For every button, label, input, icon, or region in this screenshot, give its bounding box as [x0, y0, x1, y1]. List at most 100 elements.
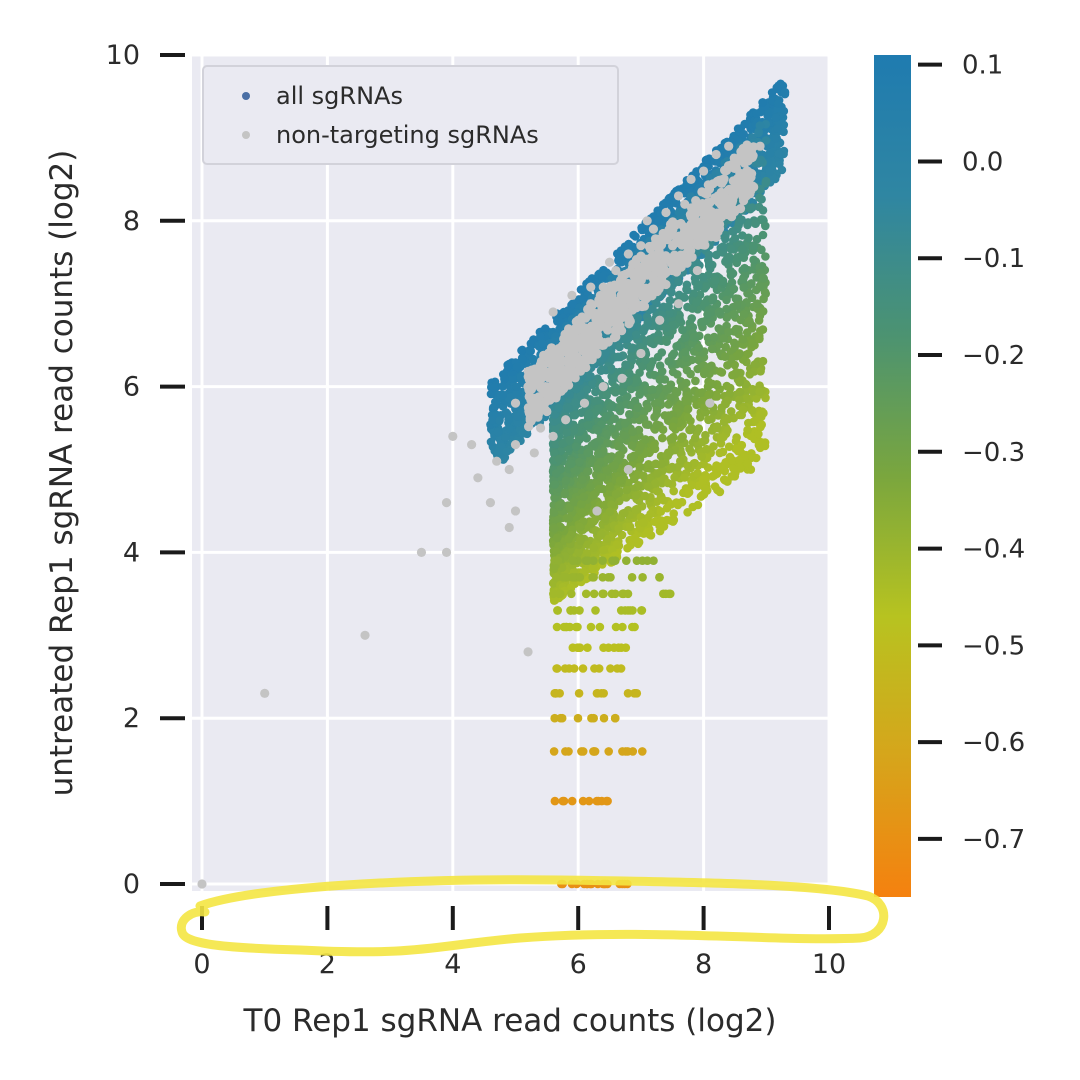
- point-all-sgrna: [744, 233, 753, 243]
- point-all-sgrna: [728, 227, 737, 236]
- point-all-sgrna: [758, 273, 768, 283]
- point-all-sgrna: [735, 387, 745, 397]
- point-non-targeting: [636, 348, 646, 359]
- point-all-sgrna: [722, 304, 731, 314]
- point-all-sgrna: [561, 476, 571, 485]
- point-all-sgrna: [754, 429, 763, 439]
- point-all-sgrna: [600, 514, 610, 523]
- point-all-sgrna: [674, 208, 684, 217]
- point-all-sgrna: [683, 461, 693, 471]
- point-non-targeting: [448, 431, 458, 441]
- point-all-sgrna: [599, 365, 609, 375]
- point-all-sgrna: [643, 556, 652, 565]
- point-all-sgrna: [505, 424, 514, 434]
- point-non-targeting: [529, 448, 539, 458]
- point-all-sgrna: [558, 796, 568, 806]
- point-all-sgrna: [625, 410, 634, 419]
- point-all-sgrna: [689, 332, 699, 342]
- point-all-sgrna: [641, 435, 650, 444]
- point-all-sgrna: [591, 387, 600, 397]
- point-non-targeting: [680, 199, 690, 209]
- point-all-sgrna: [709, 332, 719, 342]
- point-non-targeting: [510, 506, 521, 516]
- point-all-sgrna: [780, 87, 790, 97]
- point-all-sgrna: [649, 556, 658, 565]
- point-all-sgrna: [598, 589, 607, 599]
- point-all-sgrna: [704, 259, 714, 268]
- point-all-sgrna: [744, 349, 753, 358]
- point-all-sgrna: [552, 469, 561, 478]
- point-all-sgrna: [648, 385, 657, 394]
- point-all-sgrna: [571, 442, 581, 452]
- point-non-targeting: [686, 203, 697, 213]
- point-all-sgrna: [761, 136, 771, 145]
- point-all-sgrna: [590, 664, 599, 673]
- point-all-sgrna: [638, 747, 647, 756]
- point-all-sgrna: [724, 327, 733, 337]
- point-all-sgrna: [650, 440, 659, 450]
- point-all-sgrna: [504, 415, 513, 424]
- point-all-sgrna: [644, 460, 653, 469]
- point-all-sgrna: [518, 355, 528, 365]
- point-all-sgrna: [622, 334, 631, 344]
- point-non-targeting: [648, 224, 659, 234]
- point-non-targeting: [711, 149, 721, 160]
- point-all-sgrna: [709, 442, 718, 451]
- point-all-sgrna: [606, 365, 615, 375]
- point-non-targeting: [677, 239, 687, 249]
- point-all-sgrna: [711, 276, 720, 285]
- point-all-sgrna: [683, 413, 693, 422]
- point-all-sgrna: [643, 403, 653, 413]
- point-non-targeting: [679, 222, 689, 232]
- point-all-sgrna: [735, 455, 744, 465]
- point-all-sgrna: [611, 489, 621, 499]
- point-all-sgrna: [611, 713, 620, 723]
- point-non-targeting: [701, 188, 711, 198]
- point-all-sgrna: [593, 689, 603, 698]
- point-non-targeting: [673, 191, 684, 201]
- point-all-sgrna: [606, 664, 615, 673]
- point-all-sgrna: [574, 689, 584, 698]
- point-non-targeting: [441, 547, 452, 558]
- point-all-sgrna: [655, 573, 664, 582]
- point-all-sgrna: [630, 533, 640, 543]
- point-non-targeting: [416, 547, 427, 558]
- point-non-targeting: [598, 340, 609, 350]
- point-all-sgrna: [604, 643, 613, 652]
- point-all-sgrna: [583, 448, 592, 458]
- point-all-sgrna: [629, 434, 639, 444]
- point-all-sgrna: [666, 434, 675, 444]
- point-all-sgrna: [752, 109, 761, 118]
- point-all-sgrna: [688, 339, 697, 348]
- point-non-targeting: [587, 354, 597, 365]
- point-all-sgrna: [552, 622, 562, 632]
- point-all-sgrna: [613, 441, 623, 451]
- point-all-sgrna: [589, 589, 599, 599]
- point-non-targeting: [683, 253, 693, 263]
- point-all-sgrna: [584, 796, 594, 806]
- point-all-sgrna: [742, 328, 752, 337]
- point-all-sgrna: [765, 148, 775, 158]
- point-all-sgrna: [554, 454, 564, 464]
- point-all-sgrna: [566, 583, 576, 592]
- point-all-sgrna: [702, 155, 712, 164]
- point-non-targeting: [579, 398, 590, 408]
- point-all-sgrna: [550, 410, 559, 419]
- point-all-sgrna: [725, 389, 734, 399]
- point-all-sgrna: [767, 88, 777, 97]
- point-all-sgrna: [590, 747, 600, 756]
- point-all-sgrna: [698, 272, 707, 282]
- point-all-sgrna: [755, 334, 764, 344]
- point-all-sgrna: [761, 176, 771, 186]
- point-all-sgrna: [632, 689, 642, 698]
- point-all-sgrna: [701, 430, 710, 440]
- point-all-sgrna: [672, 388, 682, 397]
- point-all-sgrna: [742, 394, 751, 404]
- point-all-sgrna: [687, 481, 697, 490]
- point-all-sgrna: [693, 469, 702, 478]
- point-non-targeting: [548, 431, 558, 441]
- point-all-sgrna: [658, 433, 667, 443]
- point-non-targeting: [530, 364, 540, 374]
- point-non-targeting: [661, 207, 671, 218]
- point-all-sgrna: [567, 589, 576, 599]
